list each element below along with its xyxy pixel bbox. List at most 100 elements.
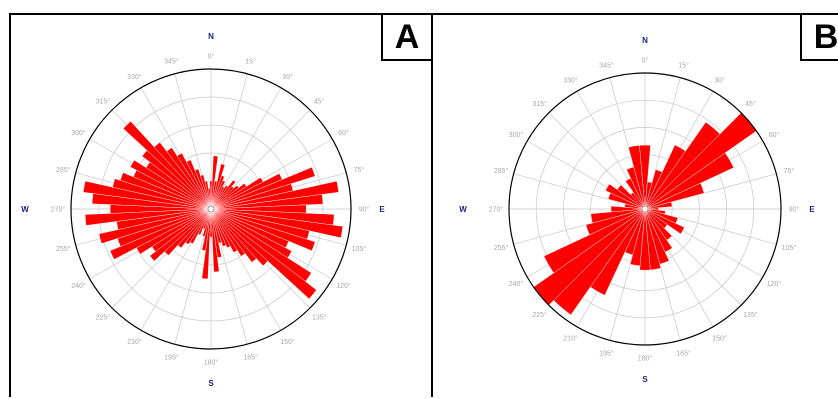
rose-bar-255 [98, 208, 212, 244]
grid-ring [535, 99, 755, 319]
rose-bar-260 [590, 208, 646, 224]
rose-bar-70 [210, 166, 316, 210]
grid-ring [563, 127, 727, 291]
degree-label: 30° [282, 73, 293, 81]
degree-label: 195° [164, 353, 179, 361]
degree-label: 330° [563, 77, 578, 85]
degree-label: 0° [208, 53, 215, 61]
rose-bar-175 [210, 208, 220, 273]
rose-bar-150 [210, 208, 238, 253]
rose-bar-310 [616, 184, 646, 210]
panel-label-a: A [381, 13, 433, 61]
rose-bar-350 [628, 145, 646, 210]
cardinal-n: N [208, 32, 214, 41]
degree-label: 15° [245, 58, 256, 66]
degree-label: 255° [494, 244, 509, 252]
grid-ring [98, 96, 324, 322]
degree-label: 345° [164, 58, 179, 66]
degree-label: 255° [56, 245, 71, 253]
degree-label: 90° [789, 206, 800, 214]
rose-bar-145 [210, 208, 246, 257]
degree-label: 330° [127, 73, 142, 81]
degree-label: 285° [56, 166, 71, 174]
rose-bar-330 [176, 152, 212, 210]
degree-label: 75° [784, 167, 795, 175]
cardinal-w: W [21, 205, 29, 214]
degree-label: 45° [314, 97, 325, 105]
degree-label: 150° [280, 338, 295, 346]
rose-bar-60 [644, 152, 735, 210]
rose-bar-110 [210, 208, 316, 252]
rose-bar-130 [210, 208, 317, 300]
rose-bar-350 [204, 181, 212, 210]
rose-bar-140 [210, 208, 257, 263]
rose-bar-250 [585, 208, 646, 236]
rose-bar-80 [210, 180, 339, 210]
cardinal-e: E [809, 205, 815, 214]
rose-bar-135 [210, 208, 269, 267]
degree-label: 165° [243, 353, 258, 361]
rose-bar-70 [644, 182, 705, 210]
degree-label: 180° [638, 355, 653, 363]
cardinal-s: S [642, 375, 648, 384]
rose-bar-300 [605, 183, 646, 210]
degree-label: 30° [714, 77, 725, 85]
rose-bar-245 [109, 208, 212, 260]
degree-label: 135° [312, 314, 327, 322]
rose-bar-50 [644, 112, 757, 210]
degree-label: 60° [338, 129, 349, 137]
rose-bar-320 [153, 142, 212, 210]
rose-bar-230 [149, 208, 212, 262]
rose-bar-355 [208, 187, 212, 210]
rose-bar-300 [130, 159, 212, 210]
rose-bar-120 [644, 208, 685, 235]
degree-label: 240° [71, 282, 86, 290]
degree-label: 150° [712, 335, 727, 343]
degree-label: 90° [359, 206, 370, 214]
rose-panel-a: 0° 15° 30° 45° 60° 75° 90° 105° 120° 135° 150° 165°… [9, 13, 433, 397]
degree-label: 270° [489, 206, 504, 214]
center-marker [641, 205, 649, 213]
degree-labels: 0° 15° 30° 45° 60° 75° 90° 105° 120° 135° 150° 165°… [51, 53, 370, 367]
degree-label: 225° [96, 314, 111, 322]
rose-bar-315 [122, 120, 212, 210]
rose-bar-240 [543, 208, 646, 274]
degree-labels: 0° 15° 30° 45° 60° 75° 90° 105° 120° 135° 150° 165°… [489, 57, 800, 363]
rose-diagram-b: 0° 15° 30° 45° 60° 75° 90° 105° 120° 135° 150° 165°… [459, 36, 815, 384]
rose-bar-265 [84, 208, 212, 226]
degree-label: 315° [96, 97, 111, 105]
degree-label: 120° [767, 280, 782, 288]
degree-label: 225° [532, 311, 547, 319]
rose-bar-40 [210, 179, 236, 210]
rose-bar-290 [119, 172, 212, 210]
degree-label: 75° [354, 166, 365, 174]
degree-label: 300° [71, 129, 86, 137]
degree-label: 195° [599, 349, 614, 357]
degree-label: 15° [678, 62, 689, 70]
rose-bar-155 [210, 208, 231, 249]
cardinal-n: N [642, 36, 648, 45]
degree-label: 105° [782, 244, 797, 252]
degree-label: 60° [769, 131, 780, 139]
degree-label: 240° [509, 280, 524, 288]
degree-label: 135° [743, 311, 758, 319]
panel-label-b: B [800, 13, 838, 61]
degree-label: 180° [204, 359, 219, 367]
outer-circle [70, 68, 352, 350]
rose-bar-270 [610, 205, 646, 213]
cardinal-w: W [459, 205, 467, 214]
degree-label: 210° [127, 338, 142, 346]
degree-label: 300° [509, 131, 524, 139]
degree-label: 120° [336, 282, 351, 290]
cardinal-e: E [379, 205, 385, 214]
degree-label: 105° [352, 245, 367, 253]
degree-label: 165° [676, 349, 691, 357]
rose-panel-b: 0° 15° 30° 45° 60° 75° 90° 105° 120° 135° 150° 165°… [431, 13, 838, 397]
degree-label: 285° [494, 167, 509, 175]
degree-label: 270° [51, 206, 66, 214]
cardinal-s: S [208, 379, 214, 388]
rose-bar-80 [644, 201, 673, 210]
rose-bars [533, 112, 757, 316]
outer-circle [508, 72, 782, 346]
degree-label: 345° [599, 62, 614, 70]
